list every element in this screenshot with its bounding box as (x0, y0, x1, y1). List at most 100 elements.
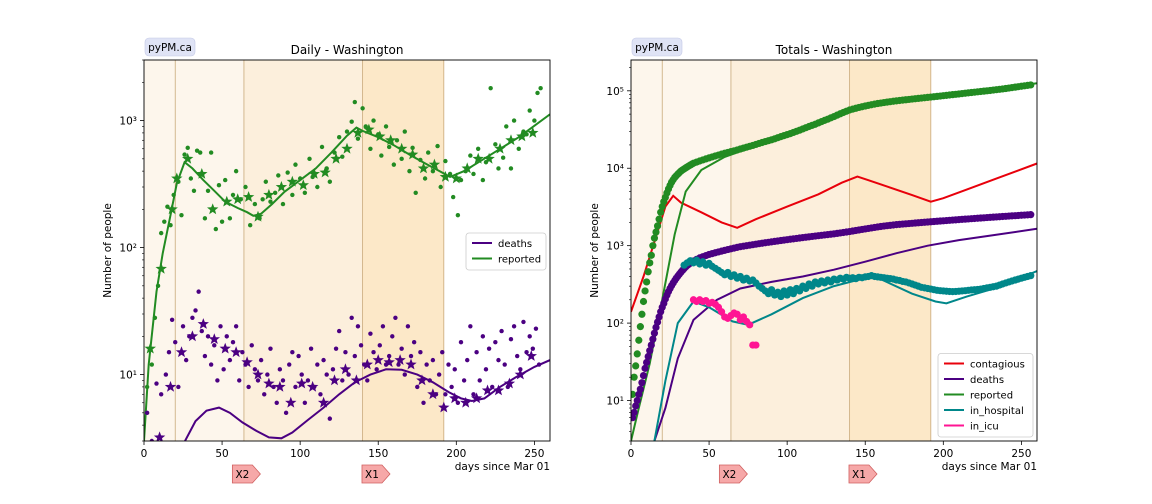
deaths-daily-point (287, 362, 292, 367)
reported-total-point (635, 336, 643, 344)
deaths-weekly-star (350, 374, 363, 386)
reported-daily-point (450, 194, 456, 200)
reported-daily-point (511, 118, 517, 123)
deaths-daily-point (499, 328, 504, 334)
deaths-daily-point (518, 367, 523, 372)
deaths-daily-point (199, 328, 204, 334)
reported-weekly-star (144, 342, 156, 354)
reported-daily-point (524, 132, 529, 137)
y-tick-label: 10² (119, 243, 137, 255)
reported-daily-point (293, 162, 298, 167)
deaths-daily-point (280, 378, 286, 383)
reported-daily-point (371, 118, 376, 123)
reported-daily-point (260, 197, 265, 202)
reported-total-point (649, 242, 657, 250)
reported-daily-point (332, 150, 337, 155)
reported-total-point (1027, 81, 1035, 89)
x-tick-label: 200 (446, 448, 466, 460)
reported-daily-point (418, 157, 423, 163)
reported-total-point (647, 251, 655, 259)
deaths-daily-point (149, 438, 155, 441)
deaths-daily-point (196, 289, 201, 294)
deaths-daily-point (252, 367, 258, 372)
pypm-badge: pyPM.ca (631, 37, 683, 57)
x-tick-label: 100 (777, 448, 797, 460)
deaths-weekly-star (339, 363, 352, 375)
intervention-marker-shape (718, 464, 748, 484)
deaths-daily-point (527, 334, 532, 339)
deaths-daily-point (443, 392, 448, 397)
deaths-daily-point (377, 343, 382, 348)
reported-total-point (653, 222, 662, 230)
reported-weekly-star (171, 172, 183, 184)
in_hospital-total-point (783, 291, 791, 299)
deaths-total-point (639, 371, 648, 380)
reported-daily-point (360, 106, 365, 111)
deaths-weekly-star (274, 380, 286, 392)
deaths-daily-point (474, 350, 479, 355)
reported-daily-point (447, 171, 453, 177)
reported-weekly-star (330, 152, 342, 164)
reported-weekly-star (395, 142, 408, 154)
deaths-daily-point (154, 381, 159, 386)
phase-band (730, 60, 850, 441)
reported-weekly-star (505, 134, 517, 146)
deaths-daily-point (480, 334, 486, 339)
legend-label-deaths: deaths (970, 375, 1004, 386)
reported-daily-point (252, 201, 258, 207)
deaths-weekly-star (197, 318, 209, 329)
deaths-weekly-star (241, 356, 253, 368)
reported-weekly-star (374, 130, 386, 142)
deaths-total-point (644, 352, 652, 361)
reported-daily-point (213, 226, 219, 232)
phase-band (849, 60, 931, 441)
deaths-weekly-star (186, 330, 199, 342)
deaths-daily-point (383, 362, 389, 367)
reported-total-point (650, 234, 659, 242)
reported-daily-point (438, 184, 443, 190)
reported-daily-point (152, 315, 158, 321)
deaths-daily-point (190, 315, 195, 321)
deaths-weekly-star (416, 374, 428, 386)
reported-daily-point (149, 362, 155, 367)
deaths-daily-point (158, 392, 164, 397)
deaths-daily-point (333, 346, 339, 351)
reported-daily-point (532, 118, 537, 123)
deaths-daily-point (371, 350, 376, 355)
reported-daily-point (455, 212, 461, 218)
legend-label-in_icu: in_icu (970, 422, 999, 433)
reported-daily-point (185, 145, 190, 151)
phase-band (362, 60, 444, 441)
deaths-daily-point (277, 367, 283, 372)
deaths-daily-point (402, 372, 407, 377)
in_icu-total-point (752, 341, 760, 349)
legend: contagious deaths reported in_hospital in_ic… (937, 353, 1034, 438)
reported-weekly-star (207, 203, 219, 215)
legend-label-in_hospital: in_hospital (970, 406, 1024, 417)
deaths-daily-point (511, 324, 517, 329)
deaths-daily-point (268, 346, 273, 351)
deaths-daily-point (262, 392, 267, 397)
reported-daily-point (327, 179, 333, 184)
deaths-daily-point (365, 378, 370, 383)
x-tick-label: 100 (290, 448, 310, 460)
reported-total-point (657, 208, 665, 216)
deaths-daily-point (536, 362, 542, 367)
reported-daily-point (302, 190, 308, 196)
reported-daily-point (263, 179, 268, 184)
intervention-marker-label: X2 (722, 469, 736, 481)
reported-daily-point (426, 150, 431, 155)
reported-total-point (646, 259, 654, 267)
reported-daily-point (223, 177, 228, 183)
reported-total-point (631, 390, 637, 398)
deaths-daily-point (483, 367, 489, 372)
deaths-daily-point (465, 357, 470, 363)
deaths-weekly-star (285, 396, 297, 408)
deaths-daily-point (436, 372, 442, 377)
intervention-marker-shape (231, 464, 261, 484)
deaths-daily-point (358, 343, 364, 348)
reported-weekly-star (472, 152, 484, 164)
intervention-marker-label: X1 (852, 469, 866, 481)
reported-weekly-star (286, 175, 299, 187)
in_icu-total-point (733, 310, 741, 318)
